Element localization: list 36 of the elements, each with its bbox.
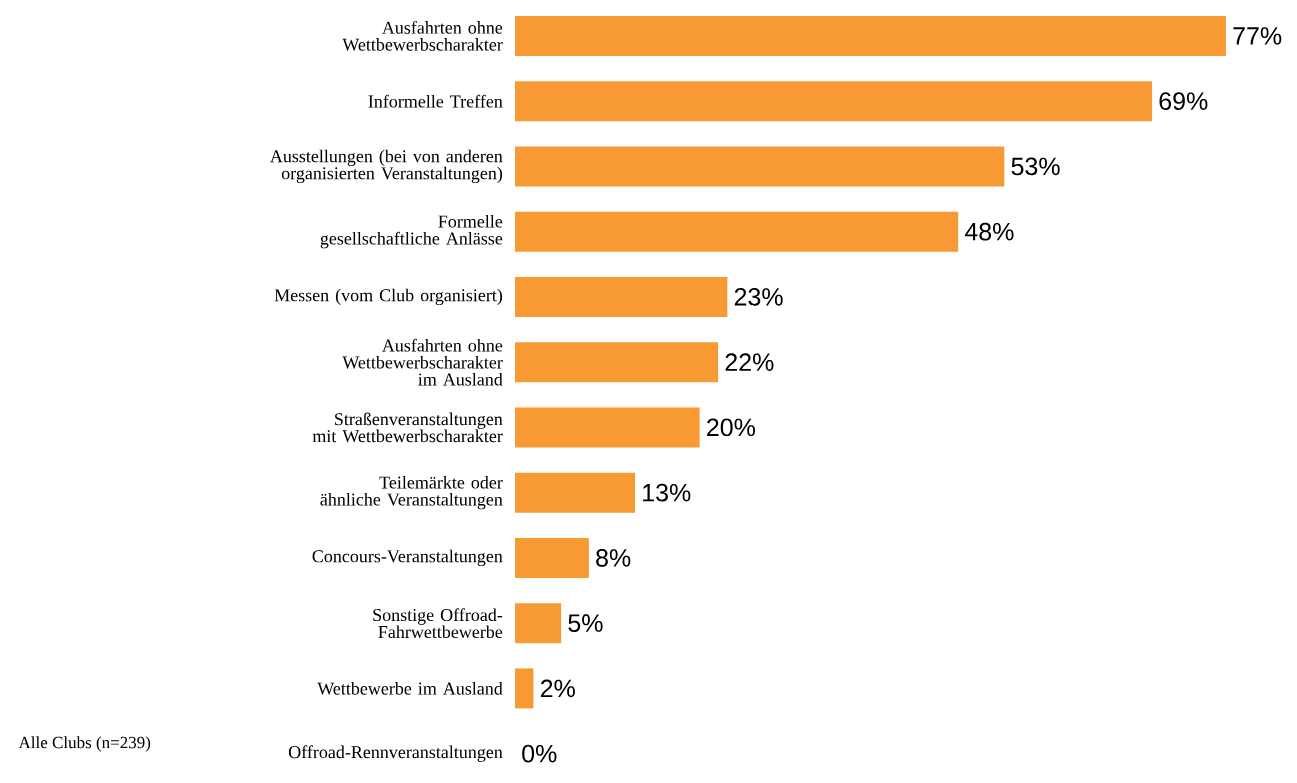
data-label: 5% — [568, 614, 603, 632]
data-label: 0% — [522, 744, 557, 763]
data-label: 77% — [1233, 27, 1282, 45]
bar — [515, 211, 959, 252]
data-label: 48% — [964, 222, 1014, 241]
bar — [515, 537, 589, 578]
y-tick-label: Straßenveranstaltungen mit Wettbewerbscharakter — [312, 412, 503, 443]
bar — [515, 276, 728, 317]
data-label: 23% — [734, 288, 783, 306]
data-label: 8% — [596, 549, 631, 567]
bar — [515, 146, 1005, 187]
y-tick-label: Wettbewerbe im Ausland — [317, 682, 503, 695]
data-label: 13% — [643, 483, 691, 502]
data-label: 20% — [707, 418, 755, 437]
y-tick-label: Offroad-Rennveranstaltungen — [288, 745, 503, 762]
bar — [515, 472, 636, 513]
y-tick-label: Informelle Treffen — [368, 94, 503, 108]
y-tick-label: Ausfahrten ohne Wettbewerbscharakter — [342, 20, 503, 51]
bar — [515, 342, 719, 383]
data-label: 22% — [725, 353, 774, 371]
y-tick-label: Ausfahrten ohne Wettbewerbscharakter im Ausland — [342, 338, 503, 386]
data-label: 53% — [1011, 157, 1060, 176]
bar — [515, 15, 1226, 56]
y-tick-label: Messen (vom Club organisiert) — [274, 288, 503, 306]
data-label: 69% — [1159, 92, 1208, 110]
bar — [515, 603, 562, 644]
bar — [515, 81, 1153, 122]
bar — [515, 407, 700, 448]
data-label: 2% — [540, 679, 575, 698]
y-tick-label: Concours-Veranstaltungen — [312, 549, 503, 567]
y-tick-label: Teilemärkte oder ähnliche Veranstaltungen — [320, 475, 503, 510]
text: Alle Clubs (n=239) — [18, 736, 151, 752]
y-tick-label: Formelle gesellschaftliche Anlässe — [320, 214, 503, 249]
y-tick-label: Ausstellungen (bei von anderen organisierten Veranstaltungen) — [270, 149, 503, 184]
bar — [515, 668, 534, 709]
y-tick-label: Sonstige Offroad-Fahrwettbewerbe — [373, 608, 503, 639]
